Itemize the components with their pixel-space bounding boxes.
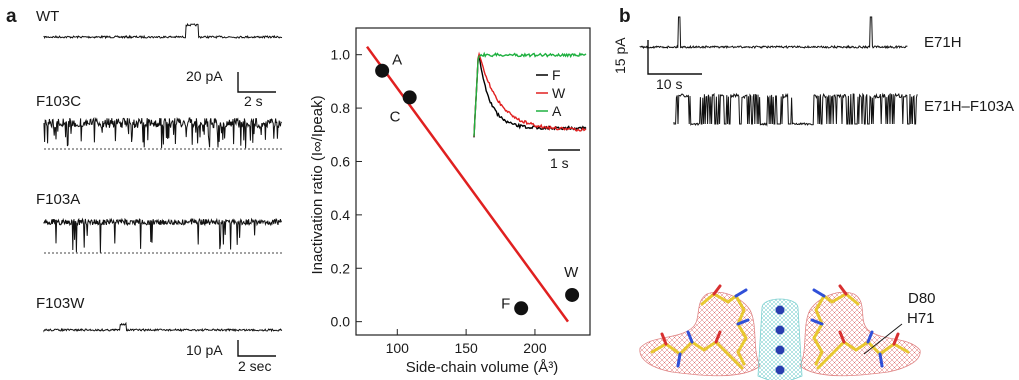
panel-b-scalebar-time: 10 s bbox=[656, 76, 683, 92]
data-point-w bbox=[565, 287, 580, 302]
x-tick-label: 100 bbox=[386, 340, 410, 356]
panel-b-scalebar bbox=[647, 40, 702, 75]
structure-label-h71: H71 bbox=[907, 310, 935, 327]
plot-frame bbox=[355, 27, 591, 336]
scalebar-bottom bbox=[237, 340, 276, 357]
data-point-c bbox=[402, 90, 417, 105]
x-tick-label: 200 bbox=[523, 340, 547, 356]
data-point-f bbox=[514, 301, 529, 316]
x-tick-label: 150 bbox=[454, 340, 478, 356]
y-tick-label: 1.0 bbox=[331, 47, 351, 63]
f103w-trace bbox=[43, 321, 283, 333]
y-tick-label: 0.8 bbox=[331, 100, 351, 116]
data-point-a bbox=[375, 63, 390, 78]
panel-a-traces bbox=[43, 22, 283, 357]
panel-b-scalebar-current: 15 pA bbox=[612, 37, 628, 74]
inset-trace-f bbox=[473, 55, 587, 138]
trace-label-e71h-f103a: E71H–F103A bbox=[924, 98, 1015, 115]
fit-line bbox=[366, 45, 569, 323]
structure-label-d80: D80 bbox=[908, 290, 936, 307]
data-point-label-a: A bbox=[392, 52, 402, 69]
trace-label-wt: WT bbox=[36, 8, 60, 25]
f103c-trace bbox=[43, 116, 282, 149]
y-tick-label: 0.2 bbox=[331, 260, 351, 276]
trace-label-f103c: F103C bbox=[36, 93, 82, 110]
f103a-trace bbox=[43, 217, 283, 253]
inset-legend-label-f: F bbox=[552, 67, 561, 83]
y-tick-label: 0.4 bbox=[331, 207, 351, 223]
chart-x-label: Side-chain volume (Å³) bbox=[406, 359, 559, 376]
scalebar-top-current: 20 pA bbox=[186, 68, 223, 84]
inset-legend-label-w: W bbox=[552, 85, 566, 101]
trace-label-f103w: F103W bbox=[36, 295, 85, 312]
h71-pointer bbox=[863, 323, 903, 355]
trace-label-f103a: F103A bbox=[36, 191, 81, 208]
left-sticks bbox=[650, 284, 750, 370]
inset-legend-label-a: A bbox=[552, 103, 562, 119]
y-tick-label: 0.0 bbox=[331, 314, 351, 330]
inset-trace-w bbox=[473, 51, 587, 137]
data-point-label-w: W bbox=[564, 264, 579, 281]
y-tick-label: 0.6 bbox=[331, 153, 351, 169]
scalebar-top bbox=[237, 72, 276, 93]
scalebar-bottom-time: 2 sec bbox=[238, 358, 272, 374]
trace-label-e71h: E71H bbox=[924, 34, 962, 51]
inset-trace-a bbox=[473, 51, 587, 137]
e71h-f103a-trace bbox=[673, 92, 918, 127]
panel-b-letter: b bbox=[619, 6, 631, 27]
wt-trace bbox=[43, 22, 283, 40]
e71h-trace bbox=[639, 16, 908, 50]
data-point-label-f: F bbox=[501, 295, 510, 312]
right-sticks bbox=[810, 284, 910, 370]
chart-y-label: Inactivation ratio (I∞/Ipeak) bbox=[309, 95, 326, 274]
scalebar-bottom-current: 10 pA bbox=[186, 342, 223, 358]
channel-structure-image bbox=[632, 280, 928, 380]
scalebar-top-time: 2 s bbox=[244, 93, 263, 109]
data-point-label-c: C bbox=[390, 108, 401, 125]
pore-ions bbox=[775, 305, 785, 375]
panel-a-letter: a bbox=[6, 6, 17, 27]
inset-scalebar-label: 1 s bbox=[550, 155, 569, 171]
panel-b-traces bbox=[639, 16, 918, 127]
